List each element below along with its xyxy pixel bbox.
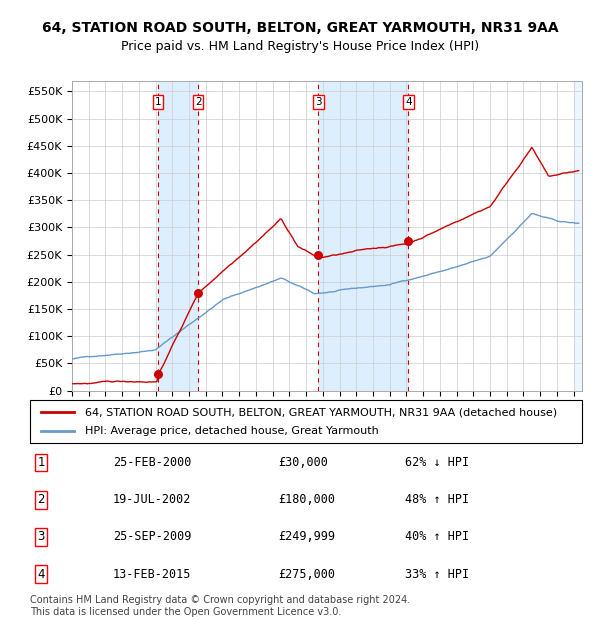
Text: Contains HM Land Registry data © Crown copyright and database right 2024.
This d: Contains HM Land Registry data © Crown c… xyxy=(30,595,410,617)
Point xyxy=(314,250,323,260)
Text: 40% ↑ HPI: 40% ↑ HPI xyxy=(406,531,469,543)
Text: Price paid vs. HM Land Registry's House Price Index (HPI): Price paid vs. HM Land Registry's House … xyxy=(121,40,479,53)
Text: 3: 3 xyxy=(315,97,322,107)
Bar xyxy=(574,81,582,391)
Text: 2: 2 xyxy=(195,97,202,107)
Text: 3: 3 xyxy=(37,531,45,543)
Point xyxy=(153,370,163,379)
Text: £275,000: £275,000 xyxy=(278,568,335,580)
Text: £30,000: £30,000 xyxy=(278,456,328,469)
FancyBboxPatch shape xyxy=(30,400,582,443)
Point xyxy=(193,288,203,298)
Text: 1: 1 xyxy=(155,97,161,107)
Text: £249,999: £249,999 xyxy=(278,531,335,543)
Text: £180,000: £180,000 xyxy=(278,494,335,506)
Text: 25-FEB-2000: 25-FEB-2000 xyxy=(113,456,191,469)
Text: 33% ↑ HPI: 33% ↑ HPI xyxy=(406,568,469,580)
Text: HPI: Average price, detached house, Great Yarmouth: HPI: Average price, detached house, Grea… xyxy=(85,426,379,436)
Text: 13-FEB-2015: 13-FEB-2015 xyxy=(113,568,191,580)
Bar xyxy=(319,81,409,391)
Text: 25-SEP-2009: 25-SEP-2009 xyxy=(113,531,191,543)
Point xyxy=(404,236,413,246)
Text: 1: 1 xyxy=(37,456,45,469)
Text: 62% ↓ HPI: 62% ↓ HPI xyxy=(406,456,469,469)
Text: 48% ↑ HPI: 48% ↑ HPI xyxy=(406,494,469,506)
Text: 4: 4 xyxy=(37,568,45,580)
Text: 2: 2 xyxy=(37,494,45,506)
Text: 4: 4 xyxy=(405,97,412,107)
Text: 64, STATION ROAD SOUTH, BELTON, GREAT YARMOUTH, NR31 9AA (detached house): 64, STATION ROAD SOUTH, BELTON, GREAT YA… xyxy=(85,407,557,417)
Text: 64, STATION ROAD SOUTH, BELTON, GREAT YARMOUTH, NR31 9AA: 64, STATION ROAD SOUTH, BELTON, GREAT YA… xyxy=(41,21,559,35)
Bar xyxy=(158,81,198,391)
Text: 19-JUL-2002: 19-JUL-2002 xyxy=(113,494,191,506)
